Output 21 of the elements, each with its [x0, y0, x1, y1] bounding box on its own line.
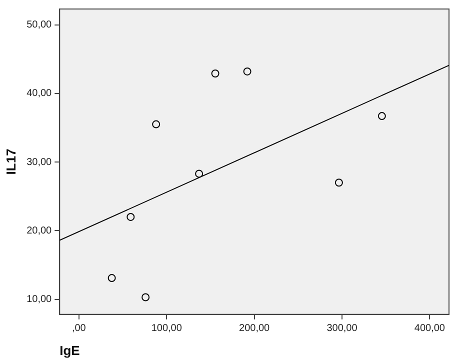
x-tick-label: 300,00 — [326, 323, 358, 334]
x-tick-label: 100,00 — [151, 323, 182, 334]
point — [152, 120, 160, 128]
x-axis-title: IgE — [60, 342, 80, 358]
y-axis-title: IL17 — [3, 148, 18, 175]
point — [108, 274, 116, 282]
y-tick-label: 40,00 — [26, 88, 52, 100]
x-tick-label: 400,00 — [414, 323, 446, 334]
y-tick-label: 10,00 — [26, 294, 52, 306]
point — [126, 212, 135, 221]
x-tick-label: ,00 — [72, 323, 86, 334]
point — [243, 67, 252, 76]
point — [195, 170, 204, 178]
point — [378, 112, 386, 120]
point — [211, 70, 220, 78]
y-tick-label: 30,00 — [26, 156, 52, 168]
point — [334, 178, 343, 187]
y-tick-label: 50,00 — [26, 20, 52, 31]
x-tick-label: 200,00 — [239, 323, 270, 334]
point — [142, 293, 150, 302]
y-tick-label: 20,00 — [26, 225, 52, 236]
